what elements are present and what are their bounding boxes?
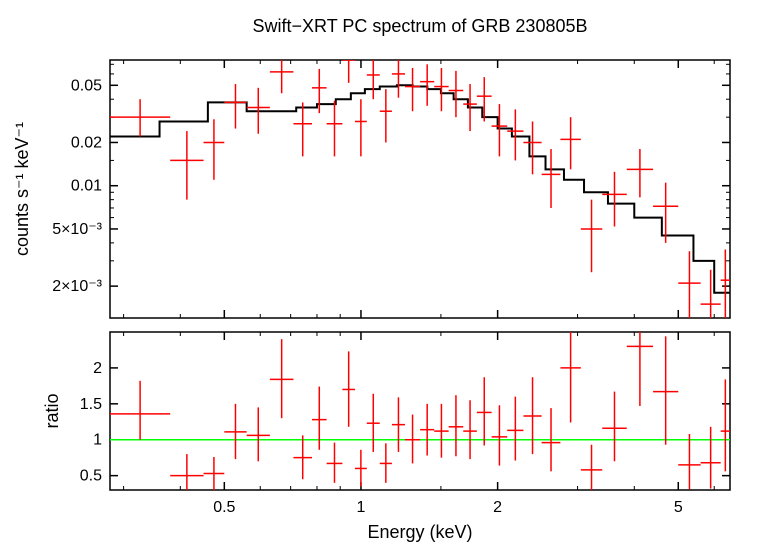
model-line	[110, 85, 730, 292]
y-top-tick-label: 0.01	[71, 178, 102, 195]
spectrum-chart: Swift−XRT PC spectrum of GRB 230805B 0.5 1…	[0, 0, 758, 556]
bot-panel-frame	[110, 332, 730, 490]
y-top-tick-label: 2×10⁻³	[52, 278, 102, 295]
y-bot-tick-label: 1.5	[80, 396, 102, 413]
bot-data-group	[110, 283, 730, 491]
y-bot-tick-label: 1	[93, 432, 102, 449]
y-top-tick-label: 0.02	[71, 134, 102, 151]
x-tick-label: 1	[357, 499, 366, 516]
chart-title: Swift−XRT PC spectrum of GRB 230805B	[253, 16, 588, 36]
x-axis-label: Energy (keV)	[367, 522, 472, 542]
top-data-group	[110, 43, 730, 351]
y-top-tick-label: 5×10⁻³	[52, 221, 102, 238]
x-tick-label: 2	[493, 499, 502, 516]
y-bot-tick-label: 0.5	[80, 468, 102, 485]
y-bot-tick-label: 2	[93, 360, 102, 377]
top-panel-frame	[110, 60, 730, 318]
x-tick-label: 5	[674, 499, 683, 516]
chart-container: Swift−XRT PC spectrum of GRB 230805B 0.5 1…	[0, 0, 758, 556]
y-top-tick-label: 0.05	[71, 77, 102, 94]
x-tick-label: 0.5	[213, 499, 235, 516]
y-bot-axis-label: ratio	[42, 393, 62, 428]
y-top-axis-label: counts s⁻¹ keV⁻¹	[12, 122, 32, 256]
